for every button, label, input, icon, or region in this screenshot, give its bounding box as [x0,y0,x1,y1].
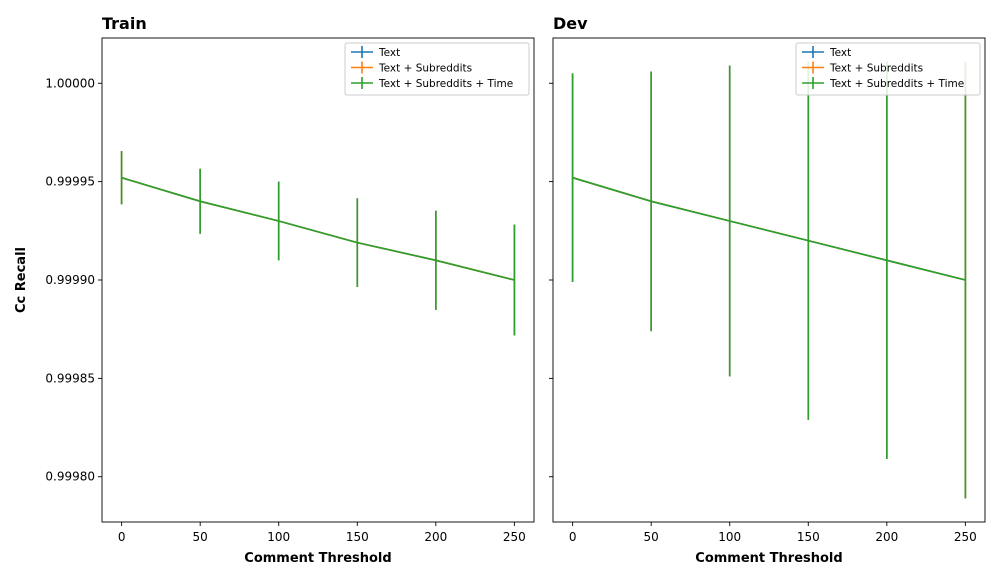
y-tick-label: 0.99990 [45,273,95,287]
y-tick-label: 0.99980 [45,470,95,484]
y-tick-label: 1.00000 [45,76,95,90]
x-tick-label: 100 [267,530,290,544]
x-tick-label: 150 [346,530,369,544]
panel-title: Dev [553,14,588,33]
legend-label: Text + Subreddits + Time [829,78,964,90]
y-tick-label: 0.99985 [45,371,95,385]
legend: Text Text + Subreddits Text + Subreddits +… [345,43,529,95]
legend: Text Text + Subreddits Text + Subreddits +… [796,43,980,95]
x-tick-label: 200 [424,530,447,544]
x-tick-label: 200 [875,530,898,544]
x-axis-label: Comment Threshold [695,551,842,566]
x-tick-label: 0 [118,530,126,544]
series-3 [122,151,515,335]
axes-frame [102,38,534,522]
x-tick-label: 100 [718,530,741,544]
series-1 [573,62,966,499]
panel-train: Train 0 50 100 150 200 250 0.99980 0.99985 0.9999… [45,14,534,566]
x-tick-label: 50 [193,530,208,544]
legend-label: Text [829,47,851,59]
x-tick-label: 250 [503,530,526,544]
axes-frame [553,38,985,522]
series-line [573,178,966,280]
legend-label: Text + Subreddits [378,63,472,75]
legend-label: Text [378,47,400,59]
x-axis-label: Comment Threshold [244,551,391,566]
series-3 [573,62,966,499]
panel-title: Train [102,14,147,33]
series-line [122,178,515,280]
y-tick-label: 0.99995 [45,175,95,189]
y-axis-label: Cc Recall [14,247,29,313]
series-2 [122,151,515,335]
x-tick-label: 150 [797,530,820,544]
legend-label: Text + Subreddits [829,63,923,75]
x-tick-label: 50 [644,530,659,544]
x-tick-label: 250 [954,530,977,544]
x-tick-label: 0 [569,530,577,544]
legend-label: Text + Subreddits + Time [378,78,513,90]
series-2 [573,62,966,499]
series-1 [122,151,515,335]
